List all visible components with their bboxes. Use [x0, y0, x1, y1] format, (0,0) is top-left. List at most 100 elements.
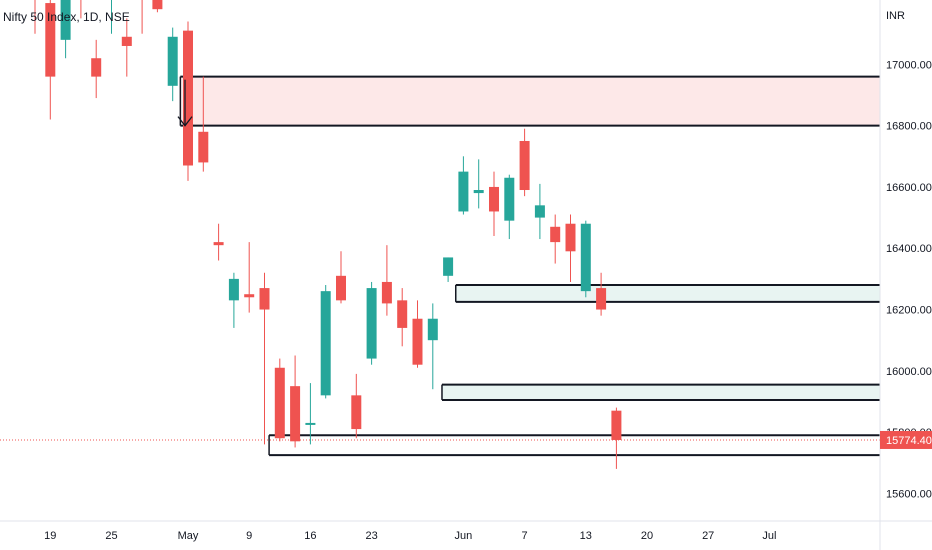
candle — [366, 281, 377, 365]
candle — [259, 272, 270, 445]
candle — [519, 128, 530, 197]
candle-body — [336, 275, 346, 301]
candle-body — [244, 294, 255, 298]
candle-body — [427, 318, 438, 341]
candle-body — [565, 223, 576, 252]
time-tick-label: Jun — [455, 530, 473, 542]
candle — [351, 373, 362, 439]
time-axis[interactable]: 19 25 May 9 16 23 Jun 7 13 20 27 Jul — [44, 530, 776, 542]
candle — [412, 300, 423, 368]
zone-15760 — [269, 435, 880, 455]
price-tick-label: 15600.00 — [886, 488, 932, 500]
candle — [34, 0, 36, 34]
time-tick-label: 23 — [365, 530, 377, 542]
candle-body — [366, 288, 377, 359]
candle — [320, 285, 331, 399]
zones-layer — [179, 75, 881, 457]
arrow-head — [177, 116, 193, 127]
candle-body — [167, 36, 178, 86]
candle-body — [596, 288, 607, 310]
candle-body — [473, 190, 484, 194]
candle-body — [504, 177, 515, 221]
candle-body — [152, 0, 163, 10]
candle — [489, 171, 499, 236]
candle — [167, 27, 178, 102]
candle-body — [320, 291, 331, 396]
candles-layer — [34, 0, 622, 469]
time-tick-label: 27 — [702, 530, 714, 542]
price-tick-label: 16400.00 — [886, 243, 932, 255]
candle-body — [381, 281, 392, 304]
candle-body — [443, 257, 454, 276]
time-tick-label: 7 — [522, 530, 528, 542]
candle — [183, 21, 193, 181]
candle-body — [580, 223, 591, 292]
candle — [121, 18, 132, 77]
candle — [596, 272, 607, 316]
candle-body — [305, 422, 316, 425]
candle — [152, 0, 163, 13]
candle — [274, 358, 285, 442]
candle-body — [228, 278, 239, 301]
price-tick-label: 17000.00 — [886, 59, 932, 71]
candle-body — [198, 131, 209, 163]
time-tick-label: 25 — [105, 530, 117, 542]
candle-body — [45, 3, 56, 77]
candle-body — [519, 140, 530, 191]
candle-body — [60, 0, 71, 40]
chart-title: Nifty 50 Index, 1D, NSE — [3, 10, 130, 24]
candle — [565, 214, 576, 282]
candle-body — [351, 395, 362, 430]
candle — [397, 288, 408, 347]
candle — [91, 39, 102, 99]
candle — [290, 355, 301, 448]
candle-body — [397, 300, 408, 328]
currency-label: INR — [886, 10, 905, 22]
zone-15930 — [441, 384, 880, 400]
candle — [244, 242, 255, 313]
candle — [45, 0, 56, 120]
candle-body — [611, 410, 622, 440]
time-tick-label: 16 — [304, 530, 316, 542]
candle — [336, 251, 346, 304]
candle-body — [458, 171, 469, 212]
time-tick-label: 13 — [580, 530, 592, 542]
time-tick-label: 19 — [44, 530, 56, 542]
time-tick-label: 9 — [246, 530, 252, 542]
time-tick-label: May — [178, 530, 199, 542]
zone-16270 — [455, 285, 880, 302]
candle — [504, 174, 515, 240]
candle — [381, 245, 392, 316]
arrow-layer — [177, 79, 193, 127]
candle — [427, 303, 438, 390]
candle — [198, 76, 209, 172]
candle-body — [213, 242, 224, 246]
last-price-badge: 15774.40 — [880, 430, 932, 449]
candle-body — [259, 288, 270, 310]
candle — [550, 214, 561, 264]
candle — [80, 0, 82, 19]
price-tick-label: 16000.00 — [886, 366, 932, 378]
candle-body — [489, 186, 499, 212]
candle-body — [412, 318, 423, 365]
candle — [443, 257, 454, 282]
candle-body — [183, 30, 193, 166]
candle-body — [274, 367, 285, 439]
candle — [60, 0, 71, 59]
candle-body — [121, 36, 132, 46]
price-tick-label: 16800.00 — [886, 121, 932, 133]
candle — [611, 407, 622, 469]
candle — [458, 156, 469, 215]
candle — [213, 223, 224, 261]
price-tick-label: 16600.00 — [886, 182, 932, 194]
candle-body — [91, 58, 102, 77]
last-price-label: 15774.40 — [886, 435, 932, 447]
candle — [534, 183, 545, 240]
candle-body — [534, 205, 545, 218]
candle — [473, 159, 484, 209]
supply-zone — [180, 76, 881, 126]
candle-body — [550, 226, 561, 243]
candle — [580, 220, 591, 298]
candle-body — [290, 386, 301, 442]
